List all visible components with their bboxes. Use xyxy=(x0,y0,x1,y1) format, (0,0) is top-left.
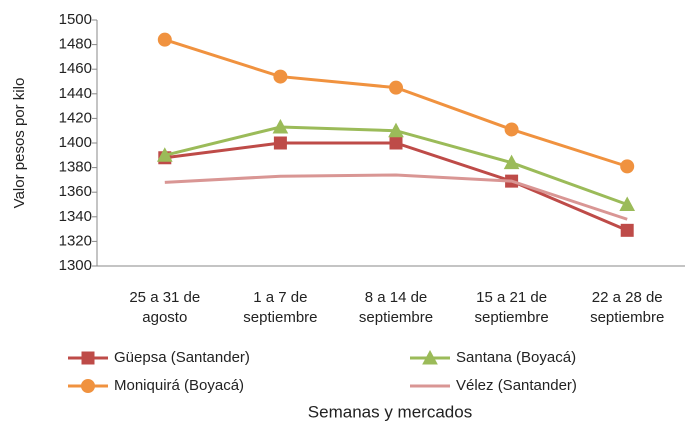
x-tick-label: 15 a 21 de xyxy=(476,289,547,306)
marker xyxy=(272,118,289,134)
x-tick-label: agosto xyxy=(142,309,187,326)
marker xyxy=(157,32,172,47)
marker xyxy=(81,351,95,365)
x-tick-label: 22 a 28 de xyxy=(592,289,663,306)
marker xyxy=(503,154,520,170)
x-tick-label: septiembre xyxy=(359,309,433,326)
marker xyxy=(388,122,404,138)
marker xyxy=(389,136,403,150)
marker xyxy=(81,379,95,393)
x-tick-label: 8 a 14 de xyxy=(365,289,428,306)
y-tick-label: 1480 xyxy=(59,36,92,53)
y-tick-label: 1500 xyxy=(59,11,92,28)
legend-label: Santana (Boyacá) xyxy=(456,349,576,366)
y-tick-label: 1360 xyxy=(59,183,92,200)
marker xyxy=(620,223,634,237)
legend-label: Güepsa (Santander) xyxy=(114,349,250,366)
y-tick-label: 1420 xyxy=(59,109,92,126)
x-tick-label: 25 a 31 de xyxy=(129,289,200,306)
marker xyxy=(620,159,635,174)
marker xyxy=(504,122,519,137)
x-tick-label: 1 a 7 de xyxy=(253,289,307,306)
y-tick-label: 1460 xyxy=(59,60,92,77)
marker xyxy=(273,69,288,84)
y-axis-label: Valor pesos por kilo xyxy=(11,78,28,209)
marker xyxy=(389,80,403,95)
legend-label: Moniquirá (Boyacá) xyxy=(114,377,244,394)
marker xyxy=(422,349,438,365)
marker xyxy=(619,196,636,211)
x-tick-label: septiembre xyxy=(474,309,548,326)
marker xyxy=(156,147,173,162)
x-axis-label: Semanas y mercados xyxy=(308,402,472,421)
y-tick-label: 1400 xyxy=(59,134,92,151)
series-line xyxy=(164,173,628,221)
y-tick-label: 1380 xyxy=(59,159,92,176)
y-tick-label: 1440 xyxy=(59,85,92,102)
y-tick-label: 1340 xyxy=(59,208,92,225)
marker xyxy=(273,136,287,150)
y-tick-label: 1300 xyxy=(59,257,92,274)
x-tick-label: septiembre xyxy=(243,309,317,326)
y-tick-label: 1320 xyxy=(59,232,92,249)
series-line xyxy=(164,141,628,232)
x-tick-label: septiembre xyxy=(590,309,664,326)
legend-label: Vélez (Santander) xyxy=(456,377,577,394)
